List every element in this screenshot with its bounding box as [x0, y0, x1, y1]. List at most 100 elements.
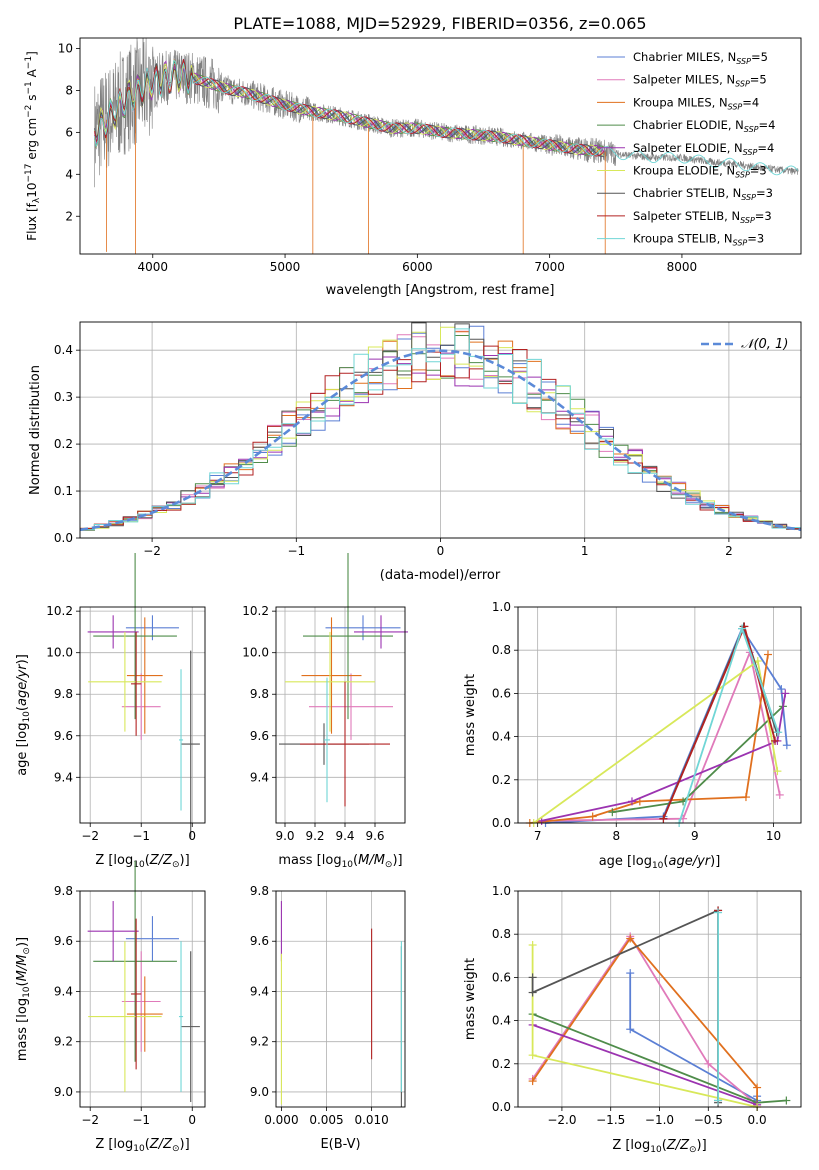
x-tick-label: 9.2	[305, 829, 324, 843]
y-tick-label: 10.0	[242, 646, 269, 660]
x-tick-label: −2	[81, 1113, 99, 1127]
spectrum-legend: Chabrier MILES, NSSP=5 Salpeter MILES, NS…	[597, 50, 775, 248]
x-tick-label: −1	[287, 544, 305, 558]
x-tick-label: −1.0	[645, 1113, 674, 1127]
y-tick-label: 9.0	[54, 1085, 73, 1099]
plot-frame	[275, 606, 406, 824]
y-tick-label: 9.8	[250, 687, 269, 701]
y-tick-label: 10.2	[242, 604, 269, 618]
y-tick-label: 9.6	[250, 934, 269, 948]
legend-entry: Kroupa STELIB, NSSP=3	[633, 232, 764, 248]
y-tick-label: 9.6	[54, 729, 73, 743]
y-tick-label: 0.3	[54, 390, 73, 404]
y-tick-label: 9.8	[54, 884, 73, 898]
x-tick-label: 6000	[402, 260, 433, 274]
residuals-xlabel: (data-model)/error	[380, 568, 501, 583]
y-tick-label: 0.2	[492, 773, 511, 787]
y-tick-label: 1.0	[492, 600, 511, 614]
y-tick-label: 8	[65, 83, 73, 97]
weight-vs-age-panel: 7 8 9 10 0.0 0.2 0.4 0.6 0.8 1.0 age [log10(age/yr…	[463, 600, 802, 871]
age-vs-metallicity-panel: −2 −1 0 9.4 9.6 9.8 10.0 10.2 Z [log10(Z/Z⊙)] age…	[15, 553, 206, 870]
y-tick-label: 4	[65, 167, 73, 181]
y-tick-label: 0.8	[492, 643, 511, 657]
y-tick-label: 9.8	[54, 687, 73, 701]
spectrum-title: PLATE=1088, MJD=52929, FIBERID=0356, z=0…	[233, 14, 646, 33]
mass-vs-ebv-panel: 0.000 0.005 0.010 9.0 9.2 9.4 9.6 9.8 E(B-V)	[250, 884, 406, 1152]
age-vs-mass-panel: 9.0 9.2 9.4 9.6 9.4 9.6 9.8 10.0 10.2 mass [log10…	[242, 553, 408, 870]
x-tick-label: 9	[691, 829, 699, 843]
x-tick-label: 10	[766, 829, 781, 843]
y-tick-label: 9.6	[250, 729, 269, 743]
legend-entry: Chabrier ELODIE, NSSP=4	[633, 118, 775, 134]
legend-entry: Kroupa MILES, NSSP=4	[633, 95, 759, 111]
y-tick-label: 0.0	[492, 1100, 511, 1114]
x-tick-label: 5000	[270, 260, 301, 274]
x-tick-label: 9.0	[275, 829, 294, 843]
x-tick-label: 0	[188, 829, 196, 843]
x-tick-label: 9.4	[335, 829, 354, 843]
y-tick-label: 0.4	[54, 343, 73, 357]
y-tick-label: 9.4	[250, 984, 269, 998]
mass-vs-metallicity-panel: −2 −1 0 9.0 9.2 9.4 9.6 9.8 Z [log10(Z/Z⊙)] mass …	[15, 860, 206, 1154]
x-tick-label: −1.5	[596, 1113, 625, 1127]
x-axis-label: mass [log10(M/M⊙)]	[278, 853, 402, 870]
y-tick-label: 9.4	[54, 770, 73, 784]
x-tick-label: 0	[188, 1113, 196, 1127]
x-tick-label: −0.5	[694, 1113, 723, 1127]
x-tick-label: −1	[132, 829, 150, 843]
y-tick-label: 0.2	[492, 1057, 511, 1071]
x-tick-label: 7	[534, 829, 542, 843]
weight-vs-metallicity-panel: −2.0 −1.5 −1.0 −0.5 0.0 0.0 0.2 0.4 0.6 0.8 1.0 Z […	[463, 884, 802, 1155]
weight-line	[531, 937, 758, 1107]
spectrum-panel: PLATE=1088, MJD=52929, FIBERID=0356, z=0…	[24, 14, 802, 298]
y-tick-label: 0.8	[492, 927, 511, 941]
legend-entry: Salpeter MILES, NSSP=5	[633, 73, 767, 89]
y-tick-label: 2	[65, 209, 73, 223]
y-axis-label: age [log10(age/yr)]	[15, 654, 32, 776]
weight-line	[531, 934, 758, 1106]
y-tick-label: 10	[58, 41, 73, 55]
x-tick-label: 0	[437, 544, 445, 558]
y-tick-label: 9.4	[54, 984, 73, 998]
x-tick-label: 2	[725, 544, 733, 558]
plot-frame	[275, 890, 406, 1108]
y-tick-label: 10.0	[46, 646, 73, 660]
legend-entry: Chabrier STELIB, NSSP=3	[633, 186, 773, 202]
x-axis-label: Z [log10(Z/Z⊙)]	[612, 1138, 706, 1155]
x-tick-label: 0.005	[309, 1113, 343, 1127]
spectrum-ylabel: Flux [fλ10−17 erg cm−2 s−1 A−1]	[24, 51, 42, 241]
y-tick-label: 0.2	[54, 437, 73, 451]
y-tick-label: 0.1	[54, 484, 73, 498]
x-tick-label: −2.0	[547, 1113, 576, 1127]
residuals-ylabel: Normed distribution	[28, 365, 43, 495]
reference-legend-label: 𝒩(0, 1)	[741, 337, 788, 352]
x-tick-label: −2	[81, 829, 99, 843]
x-tick-label: 8	[612, 829, 620, 843]
y-tick-label: 0.0	[54, 531, 73, 545]
x-tick-label: 1	[581, 544, 589, 558]
plot-frame	[79, 890, 206, 1108]
y-tick-label: 0.6	[492, 970, 511, 984]
y-axis-label: mass weight	[463, 674, 478, 756]
legend-entry: Salpeter STELIB, NSSP=3	[633, 209, 772, 225]
x-axis-label: E(B-V)	[320, 1137, 360, 1152]
weight-line	[532, 1024, 758, 1106]
y-tick-label: 6	[65, 125, 73, 139]
normal-reference-curve	[79, 349, 802, 532]
residual-histogram	[80, 328, 801, 531]
plot-frame	[79, 37, 802, 255]
plot-frame	[79, 606, 206, 824]
x-tick-label: −1	[132, 1113, 150, 1127]
x-tick-label: 8000	[667, 260, 698, 274]
y-tick-label: 9.6	[54, 934, 73, 948]
y-tick-label: 9.4	[250, 770, 269, 784]
plot-frame	[517, 606, 802, 824]
y-axis-label: mass [log10(M/M⊙)]	[15, 937, 32, 1061]
y-tick-label: 9.0	[250, 1085, 269, 1099]
legend-entry: Salpeter ELODIE, NSSP=4	[633, 141, 774, 157]
y-tick-label: 10.2	[46, 604, 73, 618]
spectrum-model-line	[94, 59, 605, 157]
y-tick-label: 9.2	[54, 1035, 73, 1049]
residuals-panel: −2 −1 0 1 2 0.0 0.1 0.2 0.3 0.4 𝒩(0, 1) (data-mode…	[28, 321, 802, 583]
